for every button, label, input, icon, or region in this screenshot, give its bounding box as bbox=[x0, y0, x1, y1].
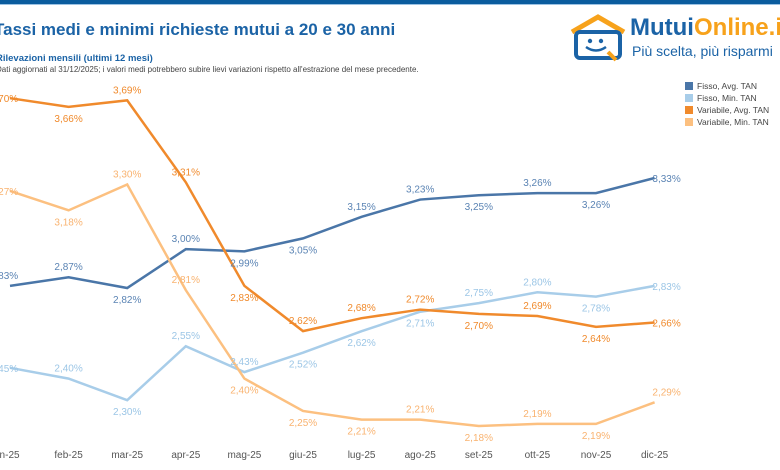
data-label: 2,80% bbox=[523, 277, 551, 288]
data-label: 2,66% bbox=[652, 319, 680, 330]
data-label: 2,43% bbox=[230, 357, 258, 368]
data-label: 3,05% bbox=[289, 245, 317, 256]
data-label: 3,30% bbox=[113, 169, 141, 180]
data-label: 3,26% bbox=[523, 178, 551, 189]
data-label: 2,30% bbox=[113, 407, 141, 418]
legend-item: Fisso, Avg. TAN bbox=[685, 80, 769, 92]
data-label: 2,62% bbox=[289, 316, 317, 327]
series-line bbox=[9, 176, 655, 290]
series-line bbox=[9, 96, 655, 333]
data-label: 3,23% bbox=[406, 185, 434, 196]
data-label: 3,25% bbox=[465, 202, 493, 213]
data-label: 3,18% bbox=[54, 217, 82, 228]
data-label: 2,21% bbox=[347, 427, 375, 438]
data-label: 2,21% bbox=[406, 405, 434, 416]
data-label: 3,66% bbox=[54, 114, 82, 125]
data-label: 3,69% bbox=[113, 85, 141, 96]
legend-item: Variabile, Avg. TAN bbox=[685, 104, 769, 116]
x-tick-label: feb-25 bbox=[54, 450, 83, 461]
x-tick-label: gen-25 bbox=[0, 450, 20, 461]
x-tick-label: ott-25 bbox=[525, 450, 551, 461]
x-tick-label: nov-25 bbox=[581, 450, 612, 461]
x-tick-label: ago-25 bbox=[405, 450, 437, 461]
data-label: 2,71% bbox=[406, 319, 434, 330]
chart-title: Tassi medi e minimi richieste mutui a 20… bbox=[0, 20, 396, 39]
legend-swatch bbox=[685, 82, 693, 90]
data-label: 2,83% bbox=[652, 282, 680, 293]
chart-subtitle: Rilevazioni mensili (ultimi 12 mesi) bbox=[0, 53, 153, 64]
data-label: 2,52% bbox=[289, 360, 317, 371]
legend-item: Variabile, Min. TAN bbox=[685, 116, 769, 128]
data-label: 3,15% bbox=[347, 202, 375, 213]
data-label: 2,99% bbox=[230, 258, 258, 269]
data-label: 2,62% bbox=[347, 338, 375, 349]
data-label: 2,81% bbox=[172, 275, 200, 286]
x-tick-label: mar-25 bbox=[111, 450, 143, 461]
data-label: 2,45% bbox=[0, 364, 18, 375]
data-label: 2,78% bbox=[582, 304, 610, 315]
data-label: 3,26% bbox=[582, 200, 610, 211]
data-label: 2,83% bbox=[0, 271, 18, 282]
top-bar bbox=[0, 0, 780, 5]
data-label: 3,31% bbox=[172, 167, 200, 178]
data-label: 3,33% bbox=[652, 174, 680, 185]
x-tick-label: set-25 bbox=[465, 450, 493, 461]
x-tick-label: giu-25 bbox=[289, 450, 317, 461]
data-label: 3,70% bbox=[0, 94, 18, 105]
legend-swatch bbox=[685, 118, 693, 126]
data-label: 2,83% bbox=[230, 293, 258, 304]
x-tick-label: apr-25 bbox=[171, 450, 200, 461]
data-label: 2,40% bbox=[54, 364, 82, 375]
data-label: 2,40% bbox=[230, 386, 258, 397]
data-label: 2,72% bbox=[406, 295, 434, 306]
legend-item: Fisso, Min. TAN bbox=[685, 92, 769, 104]
legend: Fisso, Avg. TAN Fisso, Min. TAN Variabil… bbox=[685, 80, 769, 128]
data-label: 2,64% bbox=[582, 334, 610, 345]
house-monitor-icon bbox=[570, 14, 626, 62]
x-tick-label: dic-25 bbox=[641, 450, 669, 461]
series-line bbox=[9, 284, 655, 402]
legend-swatch bbox=[685, 106, 693, 114]
legend-swatch bbox=[685, 94, 693, 102]
data-label: 2,87% bbox=[54, 262, 82, 273]
data-label: 2,19% bbox=[523, 409, 551, 420]
data-label: 2,69% bbox=[523, 301, 551, 312]
chart-note: Dati aggiornati al 31/12/2025; i valori … bbox=[0, 65, 419, 74]
data-label: 2,70% bbox=[465, 321, 493, 332]
data-label: 2,19% bbox=[582, 431, 610, 442]
x-tick-label: mag-25 bbox=[227, 450, 261, 461]
x-tick-label: lug-25 bbox=[348, 450, 376, 461]
data-label: 2,75% bbox=[465, 288, 493, 299]
data-label: 3,27% bbox=[0, 187, 18, 198]
data-label: 2,82% bbox=[113, 295, 141, 306]
data-label: 2,68% bbox=[347, 303, 375, 314]
data-label: 2,25% bbox=[289, 418, 317, 429]
data-label: 2,18% bbox=[465, 433, 493, 444]
data-label: 2,55% bbox=[172, 331, 200, 342]
series-line bbox=[9, 182, 656, 428]
data-label: 3,00% bbox=[172, 234, 200, 245]
logo-slogan: Più scelta, più risparmi bbox=[632, 43, 773, 59]
data-label: 2,29% bbox=[652, 387, 680, 398]
